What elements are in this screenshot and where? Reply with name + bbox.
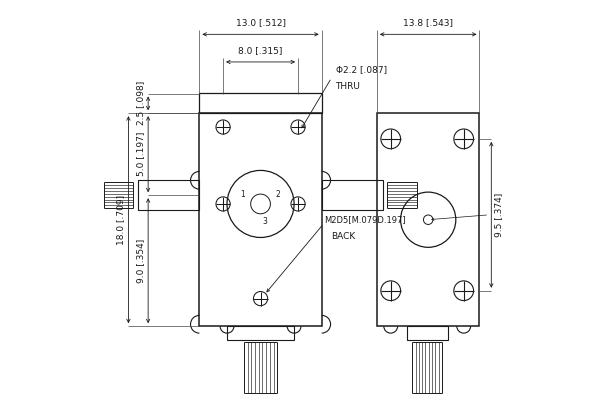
Text: 2.5 [.098]: 2.5 [.098] (136, 81, 145, 126)
Text: 18.0 [.709]: 18.0 [.709] (116, 195, 125, 245)
Text: M2D5[M.079D.197]: M2D5[M.079D.197] (323, 216, 405, 224)
Text: 3: 3 (262, 217, 267, 226)
Text: 9.0 [.354]: 9.0 [.354] (136, 239, 145, 283)
Bar (407, 326, 448, 340)
Bar (377, 113, 479, 326)
Text: 13.0 [.512]: 13.0 [.512] (236, 18, 286, 27)
Text: 5.0 [.197]: 5.0 [.197] (136, 132, 145, 176)
Text: THRU: THRU (335, 82, 361, 91)
Bar (199, 94, 322, 113)
Bar (138, 180, 199, 210)
Text: Φ2.2 [.087]: Φ2.2 [.087] (335, 66, 386, 74)
Text: BACK: BACK (332, 232, 356, 240)
Bar (322, 180, 383, 210)
Text: 1: 1 (241, 190, 245, 198)
Bar (199, 113, 322, 326)
Text: 9.5 [.374]: 9.5 [.374] (494, 193, 503, 237)
Text: 2: 2 (276, 190, 281, 198)
Bar (227, 326, 294, 340)
Text: 8.0 [.315]: 8.0 [.315] (238, 46, 283, 55)
Text: 13.8 [.543]: 13.8 [.543] (403, 18, 453, 27)
